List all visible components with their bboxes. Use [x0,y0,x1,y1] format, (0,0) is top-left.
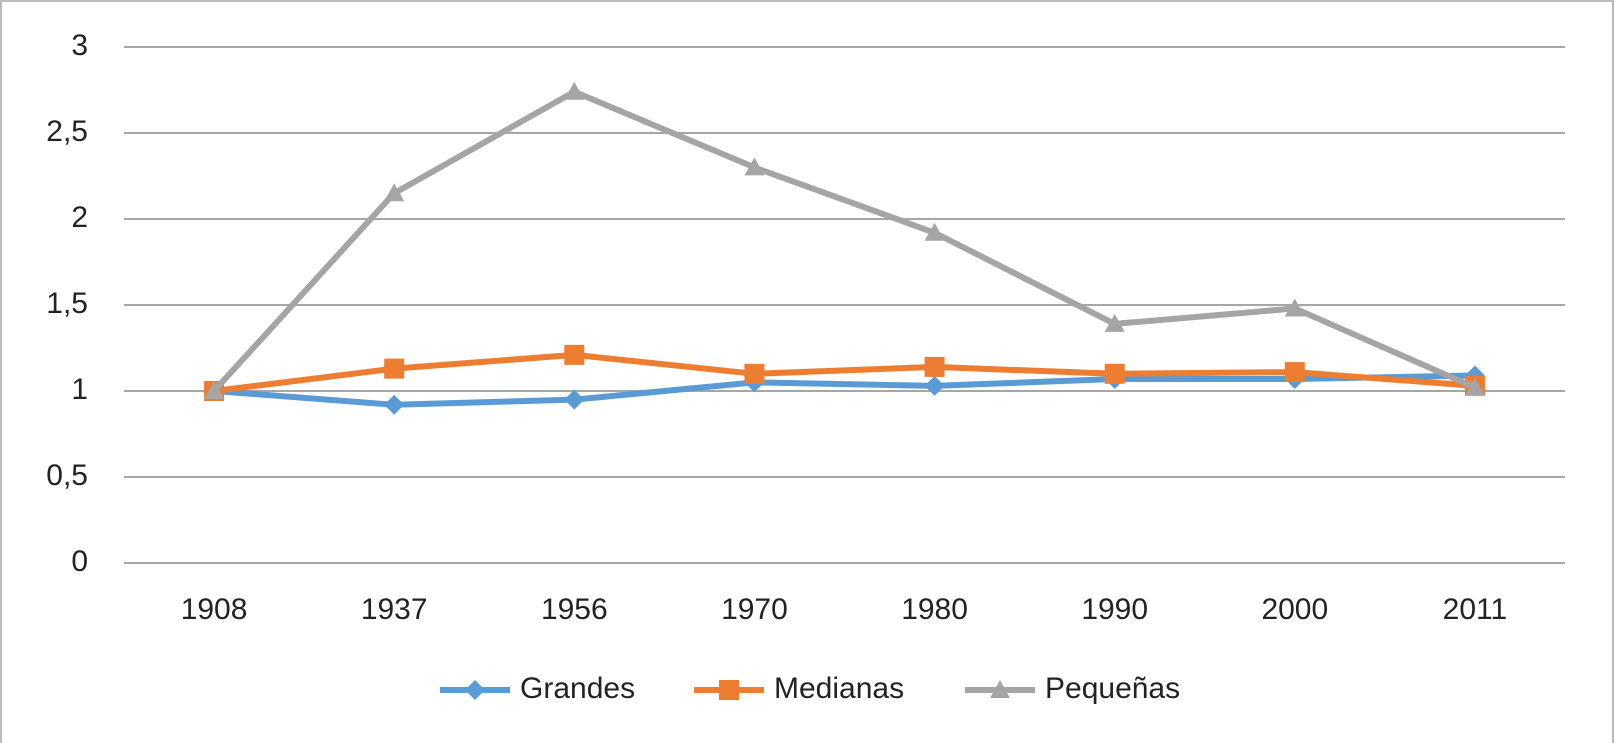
x-tick-label: 1980 [901,593,968,626]
legend-label: Grandes [520,672,635,705]
marker [564,389,585,410]
marker [204,381,225,399]
marker [384,183,405,202]
marker [924,356,945,377]
x-tick-label: 2000 [1261,593,1328,626]
x-tick-label: 1937 [361,593,428,626]
series-line [211,88,1477,394]
series-line [213,372,1475,408]
y-tick-label: 1,5 [46,287,88,320]
marker [1284,298,1305,317]
legend-marker [719,680,739,700]
marker [564,344,585,365]
legend-marker [465,680,485,700]
marker [384,358,405,379]
x-tick-label: 1970 [721,593,788,626]
x-tick-label: 1956 [541,593,608,626]
y-tick-label: 2 [71,201,88,234]
legend-label: Medianas [774,672,904,705]
marker [384,394,405,415]
y-tick-label: 3 [71,29,88,62]
marker [564,81,585,100]
marker [1464,377,1485,396]
marker [744,363,765,384]
legend-label: Pequeñas [1045,672,1180,705]
legend-marker [990,680,1010,698]
marker [1104,363,1125,384]
x-tick-label: 1990 [1081,593,1148,626]
marker [1284,362,1305,383]
x-tick-label: 1908 [181,593,248,626]
y-tick-label: 1 [71,373,88,406]
x-tick-label: 2011 [1443,593,1508,626]
y-tick-label: 2,5 [46,115,88,148]
marker [1104,313,1125,332]
series-line [213,351,1476,394]
marker [924,375,945,396]
marker [744,157,765,176]
y-tick-label: 0 [71,545,88,578]
marker [924,222,945,241]
y-tick-label: 0,5 [46,459,88,492]
